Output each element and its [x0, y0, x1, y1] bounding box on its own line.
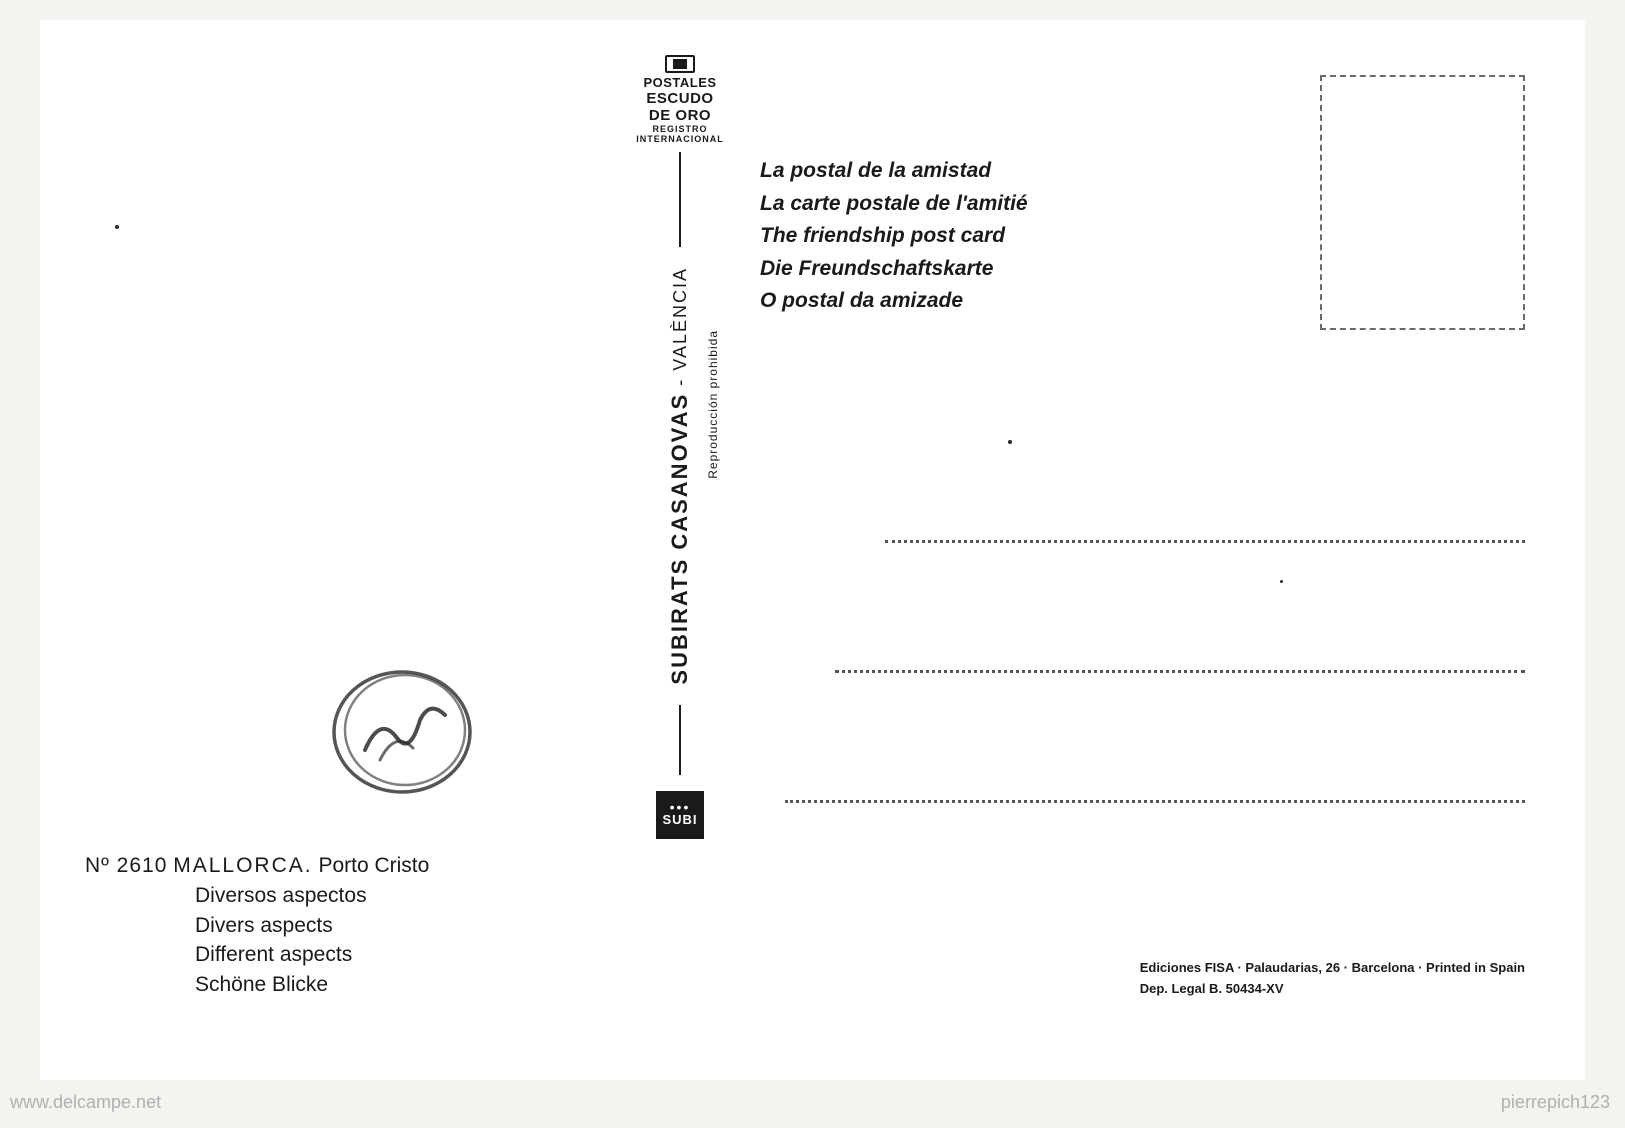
publisher-line-1: Ediciones FISA · Palaudarias, 26 · Barce…: [1140, 958, 1525, 979]
address-line-2: [835, 670, 1525, 673]
friendship-fr: La carte postale de l'amitié: [760, 188, 1028, 221]
brand-vertical: SUBIRATS CASANOVAS - VALÈNCIA: [667, 267, 693, 685]
publisher-block: Ediciones FISA · Palaudarias, 26 · Barce…: [1140, 958, 1525, 1000]
brand-bottom-logo: ••• SUBI: [656, 791, 704, 839]
address-line-3: [785, 800, 1525, 803]
brand-line-3: REGISTRO INTERNACIONAL: [636, 124, 724, 144]
divider-line-top: [679, 152, 681, 247]
caption-ref: Nº 2610: [85, 854, 167, 877]
brand-bottom-text: SUBI: [662, 812, 697, 827]
caption-de: Schöne Blicke: [85, 970, 429, 1000]
brand-vertical-sep: -: [670, 371, 690, 393]
divider-line-bottom: [679, 705, 681, 775]
friendship-de: Die Freundschaftskarte: [760, 253, 1028, 286]
reproduction-prohibited: Reproducción prohibida: [706, 330, 720, 479]
brand-top-logo: POSTALES ESCUDO DE ORO REGISTRO INTERNAC…: [636, 55, 724, 144]
ink-stamp-mark: [325, 660, 480, 800]
caption-block: Nº 2610 MALLORCA. Porto Cristo Diversos …: [85, 851, 429, 1000]
friendship-en: The friendship post card: [760, 220, 1028, 253]
brand-vertical-city: VALÈNCIA: [670, 267, 690, 371]
caption-en: Different aspects: [85, 940, 429, 970]
caption-es: Diversos aspectos: [85, 881, 429, 911]
caption-place: MALLORCA.: [173, 854, 312, 877]
address-line-1: [885, 540, 1525, 543]
publisher-line-2: Dep. Legal B. 50434-XV: [1140, 979, 1525, 1000]
brand-bottom-dots: •••: [670, 802, 691, 812]
brand-vertical-main: SUBIRATS CASANOVAS: [667, 393, 692, 685]
postcard-back: POSTALES ESCUDO DE ORO REGISTRO INTERNAC…: [40, 20, 1585, 1080]
brand-line-1: POSTALES: [636, 75, 724, 90]
caption-fr: Divers aspects: [85, 911, 429, 941]
friendship-pt: O postal da amizade: [760, 285, 1028, 318]
brand-icon: [665, 55, 695, 73]
watermark-user: pierrepich123: [1501, 1092, 1610, 1113]
caption-spot: Porto Cristo: [318, 854, 429, 877]
watermark-site: www.delcampe.net: [10, 1092, 161, 1113]
friendship-es: La postal de la amistad: [760, 155, 1028, 188]
friendship-block: La postal de la amistad La carte postale…: [760, 155, 1028, 318]
speck: [1280, 580, 1283, 583]
stamp-box: [1320, 75, 1525, 330]
speck: [115, 225, 119, 229]
brand-line-2: ESCUDO DE ORO: [636, 90, 724, 124]
center-divider: POSTALES ESCUDO DE ORO REGISTRO INTERNAC…: [640, 55, 720, 1015]
speck: [1008, 440, 1012, 444]
